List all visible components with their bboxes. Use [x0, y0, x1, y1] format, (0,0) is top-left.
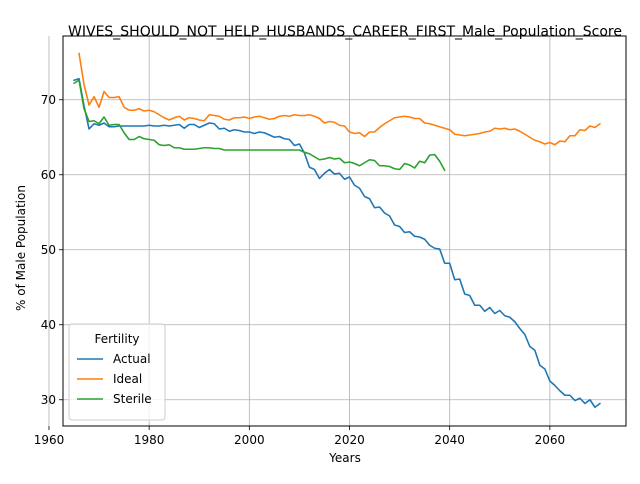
y-tick-label: 60: [41, 168, 56, 182]
y-tick-label: 30: [41, 393, 56, 407]
x-tick-label: 2060: [535, 433, 566, 447]
series-line-ideal: [78, 52, 601, 146]
axis-ticks: 1960 1980 2000 2020 2040 2060 30 40 50 60 70: [34, 93, 565, 447]
y-axis-label: % of Male Population: [14, 185, 28, 311]
y-tick-label: 40: [41, 318, 56, 332]
legend-label-sterile: Sterile: [113, 392, 152, 406]
y-tick-label: 70: [41, 93, 56, 107]
legend-title: Fertility: [94, 332, 139, 346]
legend-label-ideal: Ideal: [113, 372, 142, 386]
series-line-sterile: [73, 79, 446, 172]
x-tick-label: 2040: [434, 433, 465, 447]
axes-frame: [62, 35, 627, 427]
chart-title: WIVES_SHOULD_NOT_HELP_HUSBANDS_CAREER_FI…: [68, 24, 622, 40]
series-lines: [73, 52, 601, 409]
legend: Fertility Actual Ideal Sterile: [68, 323, 166, 421]
x-tick-label: 1980: [134, 433, 165, 447]
series-line-actual: [73, 77, 601, 409]
y-tick-label: 50: [41, 243, 56, 257]
x-tick-label: 2020: [334, 433, 365, 447]
legend-box: [68, 323, 166, 421]
legend-label-actual: Actual: [113, 352, 151, 366]
x-tick-label: 1960: [34, 433, 65, 447]
x-tick-label: 2000: [234, 433, 265, 447]
x-axis-label: Years: [328, 451, 361, 465]
